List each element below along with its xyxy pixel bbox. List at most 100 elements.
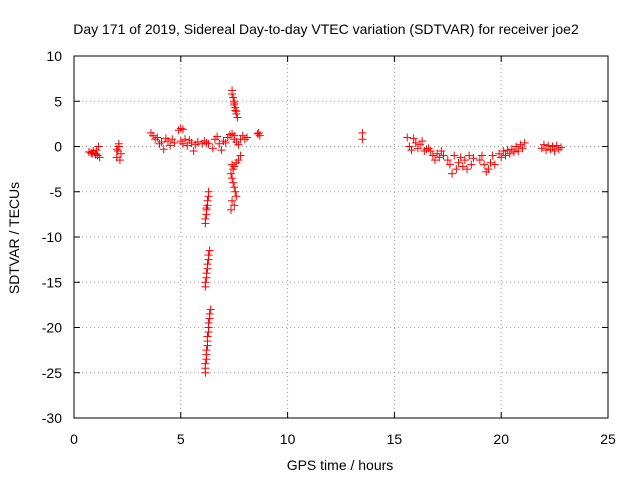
data-point (228, 174, 237, 183)
data-point (450, 151, 459, 160)
data-point (469, 154, 478, 163)
data-point (452, 165, 461, 174)
data-point (454, 158, 463, 167)
data-point (544, 141, 553, 150)
data-point (202, 138, 211, 147)
y-tick-label: -10 (42, 229, 62, 245)
data-point (87, 148, 96, 157)
data-point (514, 147, 523, 156)
data-point (230, 201, 239, 210)
data-point (243, 133, 252, 142)
data-point (458, 162, 467, 171)
data-point (234, 156, 243, 165)
data-point (178, 125, 187, 134)
data-point (114, 139, 123, 148)
data-point (187, 138, 196, 147)
data-point (516, 140, 525, 149)
data-point (230, 135, 239, 144)
x-tick-label: 10 (280, 431, 296, 447)
data-point (467, 160, 476, 169)
data-point (418, 137, 427, 146)
data-point (497, 153, 506, 162)
x-tick-label: 5 (177, 431, 185, 447)
data-point (95, 153, 104, 162)
data-point (433, 149, 442, 158)
data-point (233, 113, 242, 122)
plot-frame (73, 55, 609, 419)
data-point (439, 151, 448, 160)
y-tick-label: -30 (42, 410, 62, 426)
data-point (236, 151, 245, 160)
data-point (215, 139, 224, 148)
data-point (495, 149, 504, 158)
x-tick-label: 25 (600, 431, 616, 447)
data-point (240, 135, 249, 144)
data-point (204, 192, 213, 201)
data-point (115, 156, 124, 165)
data-point (488, 151, 497, 160)
x-axis-title: GPS time / hours (287, 457, 394, 473)
data-point (557, 143, 566, 152)
data-point (554, 145, 563, 154)
data-point (201, 219, 210, 228)
data-point (435, 153, 444, 162)
data-point (416, 140, 425, 149)
data-point (217, 146, 226, 155)
data-point (505, 149, 514, 158)
data-points (84, 86, 566, 377)
data-point (465, 151, 474, 160)
data-point (201, 368, 210, 377)
data-point (413, 144, 422, 153)
data-point (183, 141, 192, 150)
data-point (520, 138, 529, 147)
data-point (512, 142, 521, 151)
data-point (518, 144, 527, 153)
data-point (84, 147, 93, 156)
y-tick-label: -15 (42, 274, 62, 290)
data-point (234, 140, 243, 149)
data-point (153, 133, 162, 142)
data-point (93, 151, 102, 160)
data-point (552, 141, 561, 150)
data-point (228, 90, 237, 99)
chart-title: Day 171 of 2019, Sidereal Day-to-day VTE… (73, 21, 579, 37)
data-point (448, 169, 457, 178)
data-point (456, 153, 465, 162)
data-point (480, 160, 489, 169)
data-point (430, 156, 439, 165)
data-point (208, 144, 217, 153)
data-point (539, 140, 548, 149)
y-tick-label: -25 (42, 365, 62, 381)
data-point (202, 355, 211, 364)
data-point (428, 151, 437, 160)
data-point (422, 145, 431, 154)
data-point (88, 149, 97, 158)
data-point (205, 314, 214, 323)
data-point (548, 142, 557, 151)
data-point (445, 160, 454, 169)
data-point (463, 165, 472, 174)
data-point (157, 137, 166, 146)
data-point (484, 165, 493, 174)
data-point (226, 205, 235, 214)
data-point (203, 341, 212, 350)
data-point (231, 187, 240, 196)
x-tick-label: 15 (387, 431, 403, 447)
data-point (475, 156, 484, 165)
data-point (230, 99, 239, 108)
data-point (92, 146, 101, 155)
y-tick-label: 0 (54, 139, 62, 155)
data-point (189, 147, 198, 156)
data-point (202, 273, 211, 282)
data-point (168, 135, 177, 144)
data-point (229, 178, 238, 187)
data-point (201, 282, 210, 291)
data-point (159, 145, 168, 154)
data-point (228, 196, 237, 205)
data-point (206, 305, 215, 314)
data-point (231, 106, 240, 115)
data-point (204, 328, 213, 337)
data-point (407, 146, 416, 155)
data-point (229, 93, 238, 102)
